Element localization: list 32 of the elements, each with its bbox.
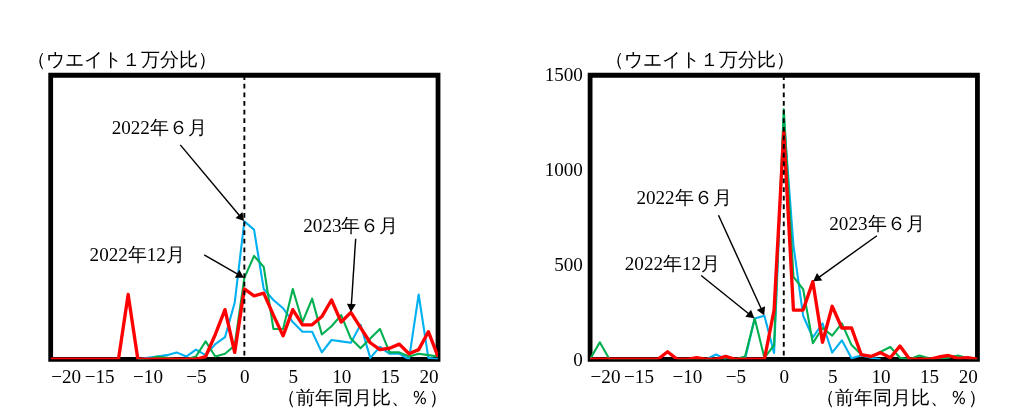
- annotation: 2023年６月: [829, 213, 925, 234]
- x-tick-label: −20: [51, 365, 82, 387]
- x-tick-label: −10: [133, 365, 163, 387]
- annotation: 2022年12月: [89, 243, 185, 265]
- y-tick-label: 1500: [544, 64, 583, 86]
- y-tick-label: 500: [554, 253, 583, 275]
- x-tick-label: 10: [332, 365, 352, 387]
- x-tick-label: −5: [725, 365, 746, 387]
- x-tick-label: 15: [380, 365, 400, 387]
- y-tick-label: 1000: [544, 159, 583, 181]
- x-tick-label: −5: [186, 365, 207, 387]
- y-tick-label: 0: [573, 348, 583, 370]
- x-tick-label: −15: [624, 365, 654, 387]
- x-axis-title: （前年同月比、％）: [277, 386, 449, 408]
- x-tick-label: −20: [590, 365, 621, 387]
- x-tick-label: 20: [958, 365, 978, 387]
- x-tick-label: 20: [419, 365, 439, 387]
- x-tick-label: 0: [240, 365, 250, 387]
- x-tick-label: 10: [871, 365, 891, 387]
- annotation: 2023年６月: [303, 215, 399, 237]
- x-tick-label: −15: [84, 365, 115, 387]
- annotation: 2022年６月: [636, 186, 732, 208]
- annotation: 2022年６月: [111, 117, 207, 139]
- x-tick-label: 15: [919, 365, 940, 387]
- y-axis-title: （ウエイト１万分比）: [604, 49, 795, 71]
- y-axis-title: （ウエイト１万分比）: [27, 49, 218, 71]
- x-tick-label: 5: [288, 365, 299, 387]
- annotation: 2022年12月: [624, 252, 721, 274]
- x-axis-title: （前年同月比、％）: [816, 386, 988, 408]
- x-tick-label: 0: [779, 365, 790, 387]
- x-tick-label: 5: [827, 365, 838, 387]
- x-tick-label: −10: [672, 365, 703, 387]
